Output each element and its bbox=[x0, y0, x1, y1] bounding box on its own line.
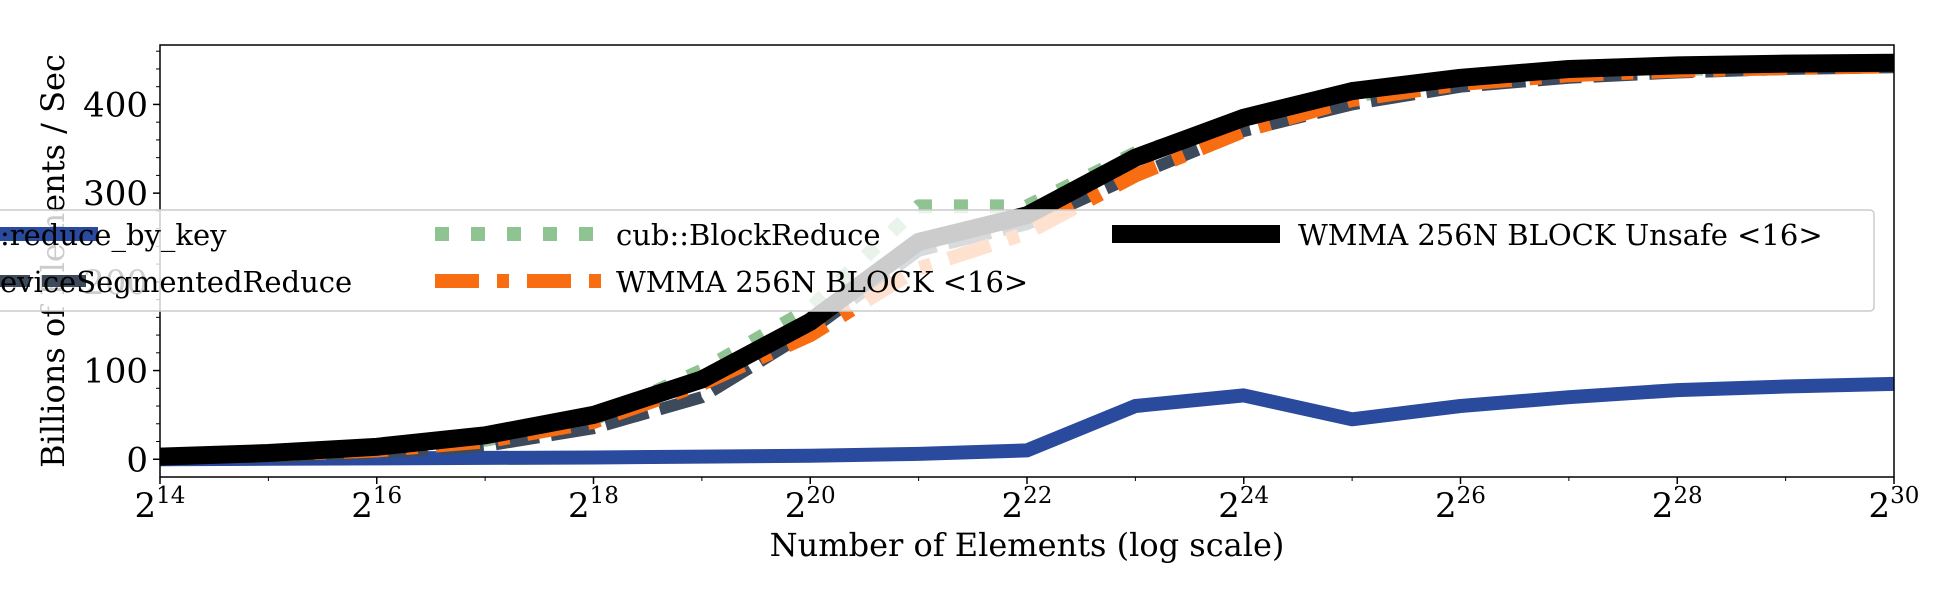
legend-label: cub::BlockReduce bbox=[616, 218, 881, 252]
x-tick-label: 214 bbox=[135, 483, 186, 526]
x-tick-label: 224 bbox=[1218, 483, 1269, 526]
x-tick-label: 230 bbox=[1869, 483, 1920, 526]
x-tick-label: 228 bbox=[1652, 483, 1703, 526]
legend-label: WMMA 256N BLOCK Unsafe <16> bbox=[1298, 218, 1823, 252]
y-tick-label: 400 bbox=[83, 85, 148, 125]
legend-label: WMMA 256N BLOCK <16> bbox=[616, 265, 1028, 299]
y-tick-label: 300 bbox=[83, 174, 148, 214]
x-tick-label: 226 bbox=[1435, 483, 1486, 526]
y-tick-label: 100 bbox=[83, 352, 148, 392]
x-tick-label: 218 bbox=[568, 483, 619, 526]
legend-label: :reduce_by_key bbox=[0, 218, 227, 253]
legend-label: eviceSegmentedReduce bbox=[0, 265, 352, 299]
x-tick-label: 220 bbox=[785, 483, 836, 526]
x-tick-label: 222 bbox=[1002, 483, 1053, 526]
series-line-0 bbox=[159, 376, 1895, 467]
x-tick-label: 216 bbox=[351, 483, 402, 526]
x-axis-label: Number of Elements (log scale) bbox=[770, 526, 1285, 564]
y-tick-label: 0 bbox=[126, 440, 148, 480]
